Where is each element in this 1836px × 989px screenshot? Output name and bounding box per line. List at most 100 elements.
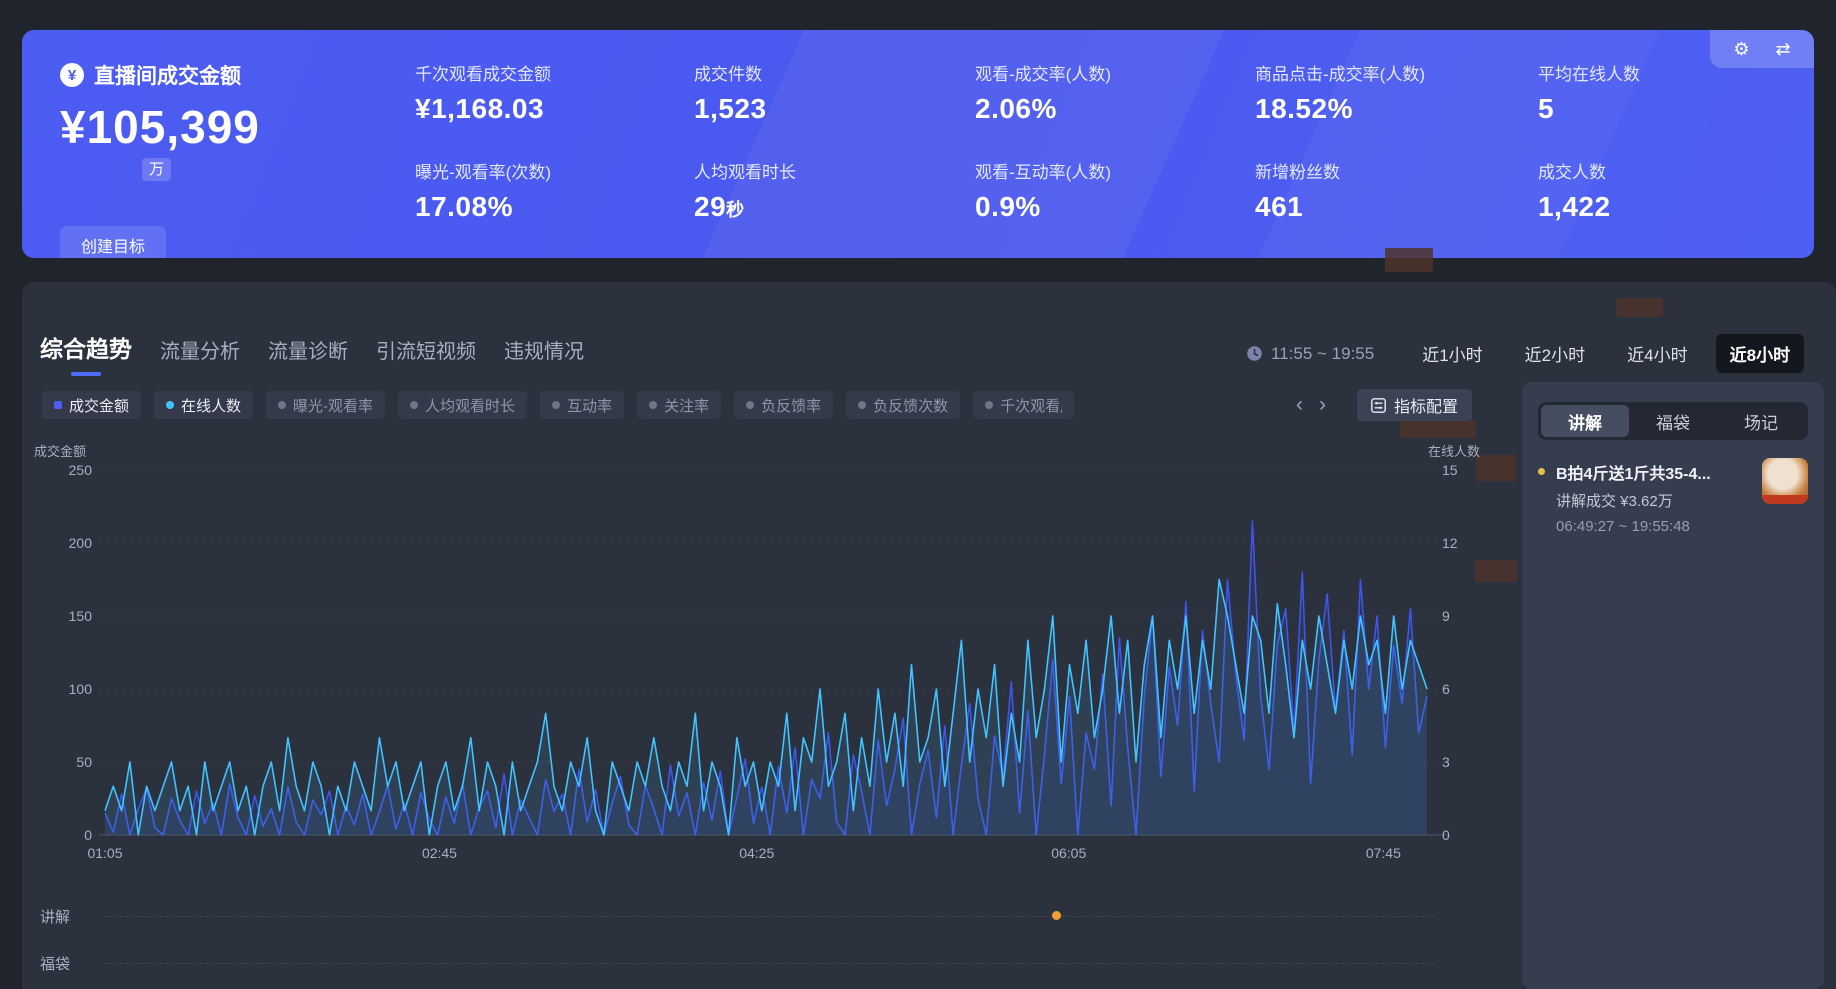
svg-text:3: 3 — [1442, 754, 1450, 770]
tab-traffic-analysis[interactable]: 流量分析 — [160, 341, 240, 363]
explain-track-marker-dot[interactable] — [1052, 911, 1062, 920]
metric-chip-6[interactable]: 负反馈率 — [734, 391, 834, 419]
svg-text:在线人数: 在线人数 — [1428, 444, 1480, 459]
chevron-right-icon[interactable]: › — [1319, 393, 1326, 416]
range-button-2h[interactable]: 近2小时 — [1524, 346, 1586, 365]
explain-deal-amount: 讲解成交 ¥3.62万 — [1556, 493, 1673, 510]
video-artifact — [1475, 560, 1517, 582]
explain-track: 讲解 — [0, 906, 1500, 926]
metric-chip-2[interactable]: 曝光-观看率 — [266, 391, 386, 419]
panel-tabs: 综合趋势 流量分析 流量诊断 引流短视频 违规情况 — [40, 330, 584, 376]
svg-text:200: 200 — [69, 535, 93, 551]
video-artifact — [1476, 455, 1516, 481]
swap-icon[interactable]: ⇄ — [1775, 39, 1791, 59]
time-controls: 11:55 ~ 19:55 近1小时 近2小时 近4小时 近8小时 — [1246, 334, 1805, 373]
kpi-banner: ⚙ ⇄ ¥ 直播间成交金额 ¥105,399 万 创建目标 千次观看成交金额 ¥1… — [22, 30, 1814, 258]
svg-text:04:25: 04:25 — [739, 845, 774, 861]
range-button-4h[interactable]: 近4小时 — [1627, 346, 1688, 365]
svg-text:150: 150 — [69, 608, 93, 624]
kpi-cell: 平均在线人数 5 — [1538, 65, 1640, 124]
video-artifact — [1400, 419, 1476, 438]
svg-text:12: 12 — [1442, 535, 1458, 551]
kpi-cell: 成交人数 1,422 — [1538, 163, 1611, 222]
banner-corner-actions: ⚙ ⇄ — [1710, 30, 1814, 68]
side-panel-tabs: 讲解 福袋 场记 — [1538, 402, 1808, 440]
tab-comprehensive-trend[interactable]: 综合趋势 — [40, 330, 132, 376]
item-bullet-dot — [1538, 468, 1545, 475]
hero-value: ¥105,399 — [60, 101, 260, 153]
metric-marker-icon — [278, 401, 287, 409]
video-artifact — [1616, 298, 1663, 317]
explain-time-span: 06:49:27 ~ 19:55:48 — [1556, 518, 1690, 535]
metric-chip-0[interactable]: 成交金额 — [42, 391, 142, 419]
metric-marker-icon — [552, 401, 561, 409]
hero-title: 直播间成交金额 — [94, 65, 241, 88]
range-buttons: 近1小时 近2小时 近4小时 近8小时 — [1408, 334, 1805, 373]
clock-icon — [1247, 346, 1262, 361]
metric-marker-icon — [746, 401, 755, 409]
side-panel: 讲解 福袋 场记 B拍4斤送1斤共35-4... 讲解成交 ¥3.62万 06:… — [1522, 382, 1824, 989]
metric-marker-icon — [54, 401, 62, 409]
kpi-cell: 商品点击-成交率(人数) 18.52% — [1255, 65, 1425, 124]
kpi-cell: 曝光-观看率(次数) 17.08% — [415, 163, 551, 222]
metric-chip-8[interactable]: 千次观看成交金额 — [973, 391, 1075, 419]
video-artifact — [1385, 248, 1433, 272]
svg-text:01:05: 01:05 — [87, 845, 122, 861]
svg-text:0: 0 — [84, 827, 92, 843]
create-goal-button[interactable]: 创建目标 — [60, 226, 166, 258]
metric-chip-4[interactable]: 互动率 — [540, 391, 625, 419]
yuan-coin-icon: ¥ — [60, 63, 84, 87]
kpi-cell: 千次观看成交金额 ¥1,168.03 — [415, 65, 551, 124]
kpi-cell: 人均观看时长 29秒 — [694, 163, 796, 222]
track-dashed-line — [105, 963, 1434, 964]
side-tab-explain[interactable]: 讲解 — [1541, 405, 1629, 437]
svg-text:100: 100 — [69, 681, 93, 697]
chevron-left-icon[interactable]: ‹ — [1296, 393, 1303, 416]
track-dashed-line — [105, 916, 1434, 917]
metric-marker-icon — [649, 401, 658, 409]
kpi-cell: 新增粉丝数 461 — [1255, 163, 1340, 222]
svg-text:02:45: 02:45 — [422, 845, 457, 861]
side-tab-log[interactable]: 场记 — [1744, 413, 1778, 433]
range-button-1h[interactable]: 近1小时 — [1422, 346, 1483, 365]
svg-text:成交金额: 成交金额 — [34, 444, 86, 459]
time-range-label: 11:55 ~ 19:55 — [1271, 343, 1375, 363]
svg-text:50: 50 — [76, 754, 92, 770]
svg-text:15: 15 — [1442, 462, 1458, 478]
settings-gear-icon[interactable]: ⚙ — [1733, 39, 1750, 59]
metric-marker-icon — [166, 401, 175, 409]
product-thumbnail — [1762, 458, 1808, 504]
range-button-8h[interactable]: 近8小时 — [1715, 334, 1805, 373]
metric-chips: 成交金额 在线人数 曝光-观看率 人均观看时长 互动率 关注率 负反馈率 负反馈… — [42, 391, 1288, 419]
svg-text:0: 0 — [1442, 827, 1450, 843]
svg-text:07:45: 07:45 — [1366, 845, 1401, 861]
explain-list-item[interactable]: B拍4斤送1斤共35-4... 讲解成交 ¥3.62万 06:49:27 ~ 1… — [1522, 450, 1824, 560]
tab-short-video[interactable]: 引流短视频 — [376, 341, 476, 363]
tab-violations[interactable]: 违规情况 — [504, 341, 584, 363]
hero-unit-badge: 万 — [142, 158, 172, 181]
svg-text:9: 9 — [1442, 608, 1450, 624]
metric-marker-icon — [410, 401, 419, 409]
trend-chart[interactable]: 0 50 100 150 200 250 0 3 6 9 12 15 成交金额 在线人数 01:05 02:4… — [30, 440, 1500, 870]
luckybag-track: 福袋 — [0, 953, 1500, 973]
tab-traffic-diagnosis[interactable]: 流量诊断 — [268, 341, 348, 363]
chip-pager: ‹ › — [1296, 392, 1326, 418]
config-sliders-icon — [1371, 397, 1386, 413]
side-tab-luckybag[interactable]: 福袋 — [1656, 413, 1690, 433]
metric-chip-1[interactable]: 在线人数 — [154, 391, 254, 419]
kpi-cell: 观看-成交率(人数) 2.06% — [975, 65, 1111, 124]
svg-text:06:05: 06:05 — [1051, 845, 1086, 861]
product-title: B拍4斤送1斤共35-4... — [1556, 466, 1711, 483]
metric-marker-icon — [985, 401, 994, 409]
kpi-cell: 观看-互动率(人数) 0.9% — [975, 163, 1111, 222]
svg-text:6: 6 — [1442, 681, 1450, 697]
hero-kpi: ¥ 直播间成交金额 ¥105,399 万 创建目标 — [60, 60, 260, 258]
metric-chip-5[interactable]: 关注率 — [637, 391, 722, 419]
metric-marker-icon — [858, 401, 867, 409]
kpi-cell: 成交件数 1,523 — [694, 65, 767, 124]
metric-chip-7[interactable]: 负反馈次数 — [846, 391, 961, 419]
svg-text:250: 250 — [69, 462, 93, 478]
metric-config-button[interactable]: 指标配置 — [1357, 389, 1473, 421]
metric-chip-3[interactable]: 人均观看时长 — [398, 391, 528, 419]
